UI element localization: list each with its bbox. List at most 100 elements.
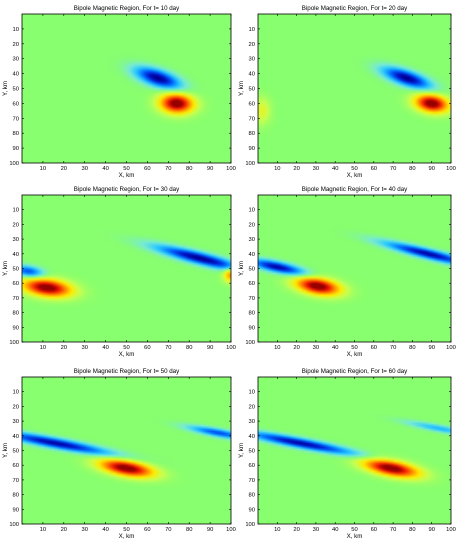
x-tick-label: 20 [61,166,67,172]
x-tick-label: 90 [428,527,434,533]
panel-4: Bipole Magnetic Region, For t= 40 day 10 2… [238,186,456,358]
x-tick-label: 30 [81,345,87,351]
x-tick-label: 40 [332,527,338,533]
panel-1: Bipole Magnetic Region, For t= 10 day 10 2… [2,5,236,179]
x-tick-label: 40 [102,166,108,172]
x-tick-label: 100 [446,166,456,172]
y-tick-label: 30 [249,57,255,63]
x-tick-label: 20 [61,345,67,351]
x-tick-label: 50 [123,345,129,351]
x-tick-label: 70 [390,527,396,533]
y-tick-label: 50 [13,87,19,93]
y-tick-label: 100 [9,522,19,528]
x-tick-label: 100 [446,527,456,533]
y-tick-label: 20 [249,404,255,410]
y-tick-label: 100 [245,340,255,346]
x-tick-label: 60 [371,527,377,533]
x-tick-label: 30 [313,527,319,533]
x-tick-label: 80 [186,166,192,172]
y-tick-label: 80 [13,493,19,499]
y-tick-label: 80 [249,131,255,137]
y-tick-label: 30 [13,237,19,243]
x-tick-label: 80 [409,166,415,172]
x-tick-label: 30 [81,166,87,172]
y-tick-label: 20 [13,404,19,410]
x-tick-label: 10 [274,166,280,172]
x-tick-label: 40 [332,345,338,351]
x-axis-label: X, km [347,351,363,358]
x-axis-label: X, km [347,533,363,540]
y-tick-label: 20 [13,222,19,228]
y-tick-label: 100 [245,161,255,167]
y-tick-label: 90 [13,325,19,331]
y-tick-label: 30 [13,419,19,425]
y-axis-label: Y, km [238,261,245,276]
x-tick-label: 50 [351,527,357,533]
y-tick-label: 10 [13,390,19,396]
y-tick-label: 20 [249,42,255,48]
x-tick-label: 10 [40,527,46,533]
chart-title: Bipole Magnetic Region, For t= 20 day [302,5,408,12]
x-tick-label: 20 [293,345,299,351]
y-tick-label: 30 [13,57,19,63]
x-tick-label: 100 [226,527,236,533]
x-tick-label: 90 [428,345,434,351]
x-tick-label: 60 [371,166,377,172]
y-tick-label: 40 [249,252,255,258]
heatmap-image [258,377,451,524]
y-tick-label: 70 [13,478,19,484]
panel-6: Bipole Magnetic Region, For t= 60 day 10 2… [238,368,456,540]
y-tick-label: 50 [249,449,255,455]
x-tick-label: 30 [313,345,319,351]
chart-title: Bipole Magnetic Region, For t= 10 day [74,5,180,12]
y-tick-label: 10 [249,208,255,214]
y-tick-label: 60 [13,281,19,287]
x-tick-label: 40 [332,166,338,172]
y-tick-label: 90 [249,146,255,152]
x-tick-label: 90 [207,345,213,351]
y-tick-label: 80 [249,311,255,317]
x-tick-label: 80 [409,527,415,533]
y-tick-label: 60 [249,101,255,107]
x-tick-label: 50 [351,345,357,351]
x-tick-label: 60 [144,166,150,172]
y-axis-label: Y, km [238,443,245,458]
x-tick-label: 20 [293,527,299,533]
x-tick-label: 20 [61,527,67,533]
x-tick-label: 70 [390,166,396,172]
y-tick-label: 40 [249,434,255,440]
x-tick-label: 100 [226,166,236,172]
y-tick-label: 10 [13,27,19,33]
x-tick-label: 50 [123,166,129,172]
y-tick-label: 70 [13,116,19,122]
y-axis-label: Y, km [2,81,9,96]
y-tick-label: 70 [249,478,255,484]
x-tick-label: 90 [207,527,213,533]
x-tick-label: 40 [102,345,108,351]
chart-title: Bipole Magnetic Region, For t= 40 day [302,186,408,193]
heatmap-image [258,195,451,342]
x-tick-label: 70 [165,345,171,351]
x-tick-label: 100 [446,345,456,351]
y-axis-label: Y, km [238,81,245,96]
x-tick-label: 90 [428,166,434,172]
y-axis-label: Y, km [2,443,9,458]
y-tick-label: 60 [13,463,19,469]
x-tick-label: 60 [144,345,150,351]
y-tick-label: 50 [249,267,255,273]
x-tick-label: 10 [40,345,46,351]
x-tick-label: 80 [186,345,192,351]
x-tick-label: 30 [313,166,319,172]
y-tick-label: 100 [9,340,19,346]
y-tick-label: 60 [249,281,255,287]
heatmap-image [22,377,231,524]
heatmap-image [22,195,231,342]
x-tick-label: 70 [390,345,396,351]
x-tick-label: 60 [371,345,377,351]
x-tick-label: 50 [351,166,357,172]
x-axis-label: X, km [119,351,135,358]
x-tick-label: 70 [165,166,171,172]
y-tick-label: 20 [249,222,255,228]
heatmap-image [258,14,451,163]
x-tick-label: 20 [293,166,299,172]
